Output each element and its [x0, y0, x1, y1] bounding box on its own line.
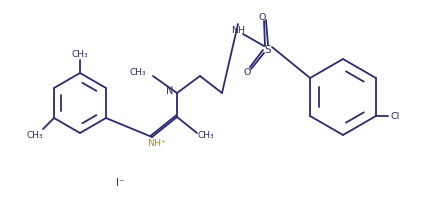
Text: CH₃: CH₃: [72, 50, 88, 58]
Text: CH₃: CH₃: [27, 130, 43, 139]
Text: CH₃: CH₃: [198, 130, 214, 139]
Text: CH₃: CH₃: [130, 68, 146, 77]
Text: O: O: [243, 68, 251, 77]
Text: I⁻: I⁻: [116, 178, 124, 188]
Text: S: S: [265, 45, 271, 55]
Text: NH⁺: NH⁺: [148, 138, 166, 147]
Text: NH: NH: [231, 26, 245, 35]
Text: O: O: [258, 12, 266, 22]
Text: N: N: [166, 86, 173, 96]
Text: Cl: Cl: [390, 111, 399, 120]
